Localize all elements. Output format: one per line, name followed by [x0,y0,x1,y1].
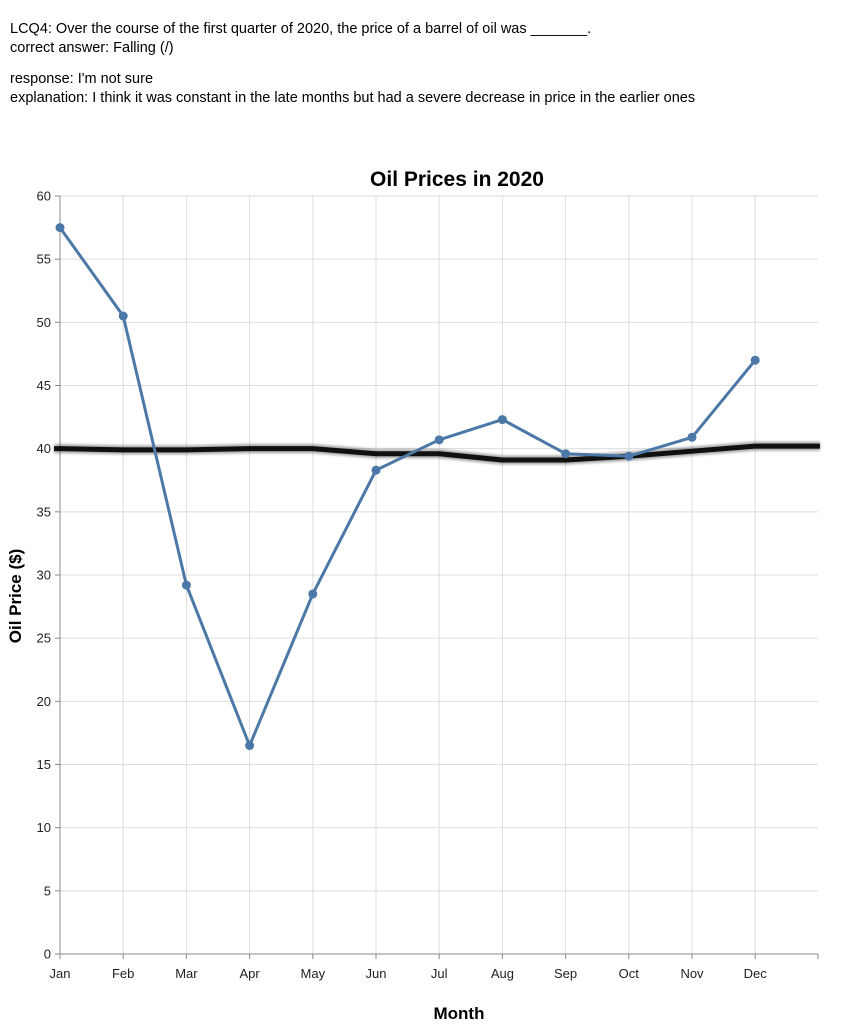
x-tick-label: Sep [554,966,577,981]
data-point-dec [750,355,760,365]
y-tick-label: 5 [44,883,51,898]
x-tick-label: Aug [491,966,514,981]
x-tick-label: Apr [239,966,260,981]
x-tick-label: Jan [50,966,71,981]
explanation-text: explanation: I think it was constant in … [10,90,696,106]
question-prompt: LCQ4: Over the course of the first quart… [10,21,592,37]
x-tick-label: Jun [366,966,387,981]
data-point-sep [561,449,571,459]
y-axis-title: Oil Price ($) [6,549,25,643]
data-point-jul [434,435,444,445]
x-tick-label: Dec [744,966,768,981]
data-point-feb [118,311,128,321]
x-tick-label: Mar [175,966,198,981]
axes: 0 5 10 15 20 25 30 35 40 45 50 55 60 Jan Feb Mar Apr May J… [37,189,819,981]
y-tick-label: 10 [37,820,51,835]
series-path [58,226,757,748]
y-tick-label: 60 [37,189,51,204]
question-header: LCQ4: Over the course of the first quart… [10,20,695,108]
y-tick-label: 40 [37,441,51,456]
x-tick-label: Oct [619,966,640,981]
y-tick-label: 30 [37,568,51,583]
x-tick-label: Nov [680,966,704,981]
data-point-apr [245,741,255,751]
x-tick-label: Feb [112,966,134,981]
y-tick-label: 15 [37,757,51,772]
y-tick-label: 20 [37,694,51,709]
data-point-may [308,589,318,599]
grid [59,195,818,955]
x-tick-label: Jul [431,966,448,981]
data-point-aug [497,415,507,425]
correct-answer: correct answer: Falling (/) [10,40,174,56]
data-point-mar [181,580,191,590]
y-tick-label: 35 [37,504,51,519]
response-text: response: I'm not sure [10,71,154,87]
data-points [55,223,760,751]
y-tick-label: 50 [37,315,51,330]
x-tick-label: May [301,966,326,981]
y-tick-label: 25 [37,631,51,646]
y-tick-label: 45 [37,378,51,393]
y-tick-label: 55 [37,252,51,267]
x-axis-title: Month [434,1004,485,1023]
data-point-nov [687,432,697,442]
series-line [58,226,757,748]
data-point-jan [55,223,65,233]
chart-title: Oil Prices in 2020 [370,168,544,191]
y-tick-label: 0 [44,947,51,962]
data-point-oct [624,451,634,461]
data-point-jun [371,465,381,475]
